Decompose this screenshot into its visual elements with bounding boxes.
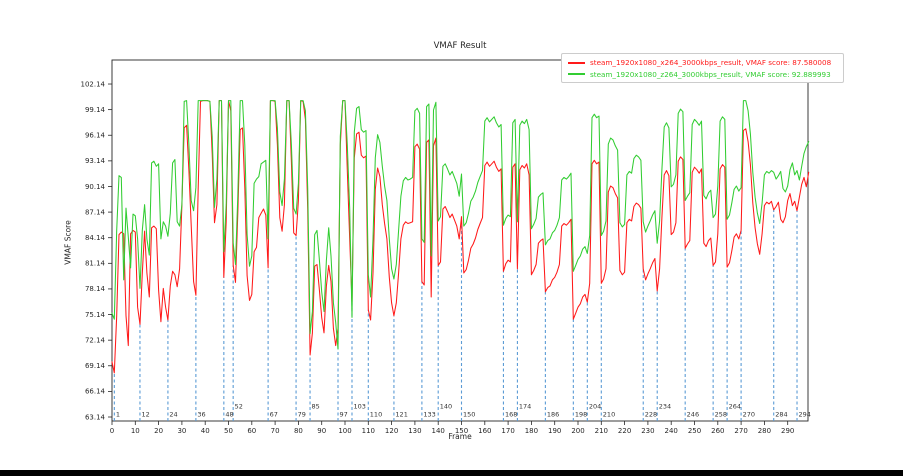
y-tick-label: 69.14 xyxy=(85,362,106,370)
x-tick-label: 160 xyxy=(478,427,491,435)
screen-bottom-border xyxy=(0,470,903,476)
x-tick-label: 260 xyxy=(711,427,724,435)
y-tick-label: 72.14 xyxy=(85,336,106,344)
x-tick-label: 200 xyxy=(571,427,584,435)
x-tick-label: 110 xyxy=(362,427,375,435)
scene-change-label: 264 xyxy=(729,403,741,411)
x-tick-label: 70 xyxy=(271,427,280,435)
x-tick-label: 220 xyxy=(618,427,631,435)
x-tick-label: 80 xyxy=(294,427,303,435)
scene-change-label: 246 xyxy=(687,411,699,419)
legend-swatch-x264 xyxy=(568,61,585,64)
scene-change-label: 103 xyxy=(353,403,365,411)
x-tick-label: 290 xyxy=(781,427,794,435)
x-tick-label: 230 xyxy=(641,427,654,435)
chart-title: VMAF Result xyxy=(433,41,487,51)
x-tick-label: 40 xyxy=(201,427,210,435)
y-tick-label: 75.14 xyxy=(85,311,106,319)
scene-change-label: 186 xyxy=(547,411,559,419)
scene-change-label: 133 xyxy=(423,411,435,419)
x-tick-label: 60 xyxy=(247,427,256,435)
y-tick-label: 102.14 xyxy=(81,80,106,88)
legend-swatch-z264 xyxy=(568,73,585,76)
scene-change-label: 294 xyxy=(799,411,811,419)
scene-change-label: 168 xyxy=(505,411,517,419)
scene-change-label: 110 xyxy=(370,411,382,419)
scene-change-label: 48 xyxy=(225,411,233,419)
legend-entry-x264: steam_1920x1080_x264_3000kbps_result, VM… xyxy=(568,57,837,69)
legend-entry-z264: steam_1920x1080_z264_3000kbps_result, VM… xyxy=(568,69,837,81)
y-tick-label: 63.14 xyxy=(85,413,106,421)
y-tick-label: 81.14 xyxy=(85,260,106,268)
y-tick-label: 93.14 xyxy=(85,157,106,165)
series-line-x264 xyxy=(111,100,810,374)
x-tick-label: 140 xyxy=(432,427,445,435)
y-tick-label: 99.14 xyxy=(85,106,106,114)
x-tick-label: 20 xyxy=(154,427,163,435)
scene-change-label: 284 xyxy=(775,411,787,419)
scene-change-label: 12 xyxy=(141,411,149,419)
axes-box xyxy=(111,59,809,422)
y-axis-label: VMAF Score xyxy=(63,220,73,265)
x-tick-label: 250 xyxy=(688,427,701,435)
legend-label-z264: steam_1920x1080_z264_3000kbps_result, VM… xyxy=(590,69,831,79)
x-tick-label: 130 xyxy=(408,427,421,435)
y-tick-label: 78.14 xyxy=(85,285,106,293)
x-tick-label: 120 xyxy=(385,427,398,435)
scene-change-label: 24 xyxy=(169,411,177,419)
x-tick-label: 210 xyxy=(595,427,608,435)
scene-change-label: 210 xyxy=(603,411,615,419)
x-tick-label: 240 xyxy=(665,427,678,435)
x-tick-label: 270 xyxy=(734,427,747,435)
x-tick-label: 180 xyxy=(525,427,538,435)
scene-change-label: 140 xyxy=(440,403,452,411)
scene-change-label: 204 xyxy=(589,403,601,411)
scene-change-label: 228 xyxy=(645,411,657,419)
scene-change-label: 174 xyxy=(519,403,531,411)
y-tick-label: 87.14 xyxy=(85,208,106,216)
x-tick-label: 170 xyxy=(501,427,514,435)
scene-change-label: 258 xyxy=(715,411,727,419)
scene-change-label: 79 xyxy=(298,411,306,419)
x-tick-label: 30 xyxy=(177,427,186,435)
x-tick-label: 190 xyxy=(548,427,561,435)
y-tick-label: 66.14 xyxy=(85,388,106,396)
x-tick-label: 150 xyxy=(455,427,468,435)
x-tick-label: 0 xyxy=(110,427,114,435)
scene-change-label: 36 xyxy=(197,411,205,419)
scene-change-label: 150 xyxy=(463,411,475,419)
scene-change-label: 52 xyxy=(235,403,243,411)
scene-change-label: 85 xyxy=(312,403,320,411)
scene-change-label: 1 xyxy=(116,411,120,419)
scene-change-label: 67 xyxy=(270,411,278,419)
x-tick-label: 90 xyxy=(317,427,326,435)
scene-change-label: 270 xyxy=(743,411,755,419)
scene-change-label: 234 xyxy=(659,403,671,411)
x-tick-label: 10 xyxy=(131,427,140,435)
legend: steam_1920x1080_x264_3000kbps_result, VM… xyxy=(561,53,844,83)
x-tick-label: 50 xyxy=(224,427,233,435)
series-line-z264 xyxy=(111,100,810,350)
scene-change-label: 97 xyxy=(340,411,348,419)
legend-label-x264: steam_1920x1080_x264_3000kbps_result, VM… xyxy=(590,58,832,68)
x-tick-label: 280 xyxy=(758,427,771,435)
y-tick-label: 90.14 xyxy=(85,183,106,191)
y-tick-label: 84.14 xyxy=(85,234,106,242)
x-axis-label: Frame xyxy=(448,432,472,441)
scene-change-label: 121 xyxy=(395,411,407,419)
x-tick-label: 100 xyxy=(338,427,351,435)
scene-change-label: 198 xyxy=(575,411,587,419)
y-tick-label: 96.14 xyxy=(85,132,106,140)
